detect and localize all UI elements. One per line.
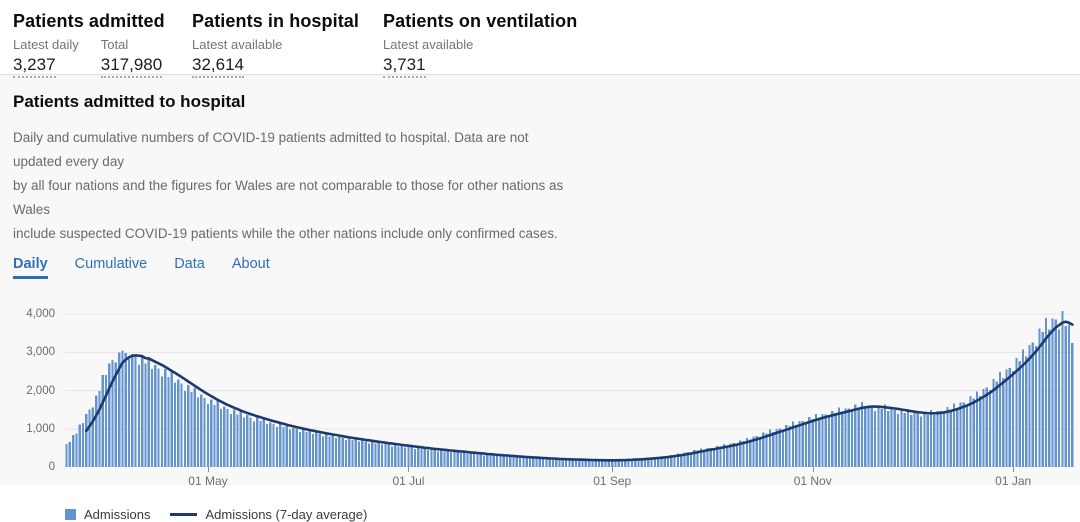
stat-title: Patients on ventilation bbox=[383, 11, 578, 31]
metric-latest-available: Latest available 3,731 bbox=[383, 37, 473, 78]
metric-total: Total 317,980 bbox=[100, 37, 163, 78]
legend-item-admissions[interactable]: Admissions bbox=[65, 507, 150, 522]
stat-title: Patients in hospital bbox=[192, 11, 360, 31]
metric-value[interactable]: 32,614 bbox=[192, 55, 244, 78]
metric-label: Latest daily bbox=[13, 37, 79, 52]
stat-patients-admitted: Patients admitted Latest daily 3,237 Tot… bbox=[13, 10, 192, 78]
metric-value[interactable]: 317,980 bbox=[100, 55, 163, 78]
line-swatch-icon bbox=[170, 513, 198, 516]
stat-patients-in-hospital: Patients in hospital Latest available 32… bbox=[192, 10, 383, 78]
description-line: by all four nations and the figures for … bbox=[13, 178, 564, 217]
tab-data[interactable]: Data bbox=[174, 256, 205, 272]
metric-label: Total bbox=[100, 37, 129, 52]
y-tick-label: 1,000 bbox=[26, 422, 55, 435]
card-description: Daily and cumulative numbers of COVID-19… bbox=[13, 126, 568, 246]
headline-stats: Patients admitted Latest daily 3,237 Tot… bbox=[0, 0, 1080, 78]
x-tick-mark bbox=[612, 467, 614, 472]
x-tick-label: 01 Sep bbox=[593, 474, 632, 488]
x-tick-label: 01 Nov bbox=[793, 474, 832, 488]
y-tick-label: 4,000 bbox=[26, 308, 55, 320]
y-tick-label: 0 bbox=[48, 461, 55, 473]
x-tick-mark bbox=[1013, 467, 1015, 472]
x-tick-label: 01 Jan bbox=[995, 474, 1032, 488]
description-line: include suspected COVID-19 patients whil… bbox=[13, 226, 558, 241]
chart-legend: Admissions Admissions (7-day average) bbox=[65, 507, 1080, 522]
description-line: Daily and cumulative numbers of COVID-19… bbox=[13, 130, 529, 169]
y-tick-label: 2,000 bbox=[26, 384, 55, 397]
average-line bbox=[85, 320, 1074, 462]
x-tick-mark bbox=[207, 467, 209, 472]
x-tick-mark bbox=[408, 467, 410, 472]
legend-label: Admissions (7-day average) bbox=[205, 507, 368, 522]
metric-latest-daily: Latest daily 3,237 bbox=[13, 37, 79, 78]
plot-area[interactable]: 0 1,000 2,000 3,000 4,000 01 May 01 Jul 01 Sep… bbox=[26, 302, 1074, 488]
legend-item-7day-average[interactable]: Admissions (7-day average) bbox=[170, 507, 367, 522]
admissions-chart: 0 1,000 2,000 3,000 4,000 01 May 01 Jul 01 Sep… bbox=[26, 302, 1074, 488]
tab-daily[interactable]: Daily bbox=[13, 256, 48, 279]
bar-swatch-icon bbox=[65, 509, 76, 520]
card-tabs: Daily Cumulative Data About bbox=[13, 256, 1080, 279]
bars-group bbox=[65, 310, 1074, 467]
metric-value[interactable]: 3,731 bbox=[383, 55, 426, 78]
stat-title: Patients admitted bbox=[13, 11, 165, 31]
x-tick-label: 01 May bbox=[188, 474, 228, 488]
metric-value[interactable]: 3,237 bbox=[13, 55, 56, 78]
stat-patients-on-ventilation: Patients on ventilation Latest available… bbox=[383, 10, 578, 78]
patients-admitted-card: Patients admitted to hospital Daily and … bbox=[0, 74, 1080, 522]
tab-about[interactable]: About bbox=[231, 256, 270, 272]
metric-label: Latest available bbox=[192, 37, 283, 52]
y-tick-label: 3,000 bbox=[26, 346, 55, 359]
metric-latest-available: Latest available 32,614 bbox=[192, 37, 282, 78]
tab-cumulative[interactable]: Cumulative bbox=[74, 256, 148, 272]
chart-svg[interactable] bbox=[65, 302, 1074, 467]
card-heading: Patients admitted to hospital bbox=[13, 92, 246, 111]
legend-label: Admissions bbox=[84, 507, 151, 522]
metric-label: Latest available bbox=[383, 37, 474, 52]
x-tick-label: 01 Jul bbox=[392, 474, 425, 488]
x-tick-mark bbox=[812, 467, 814, 472]
